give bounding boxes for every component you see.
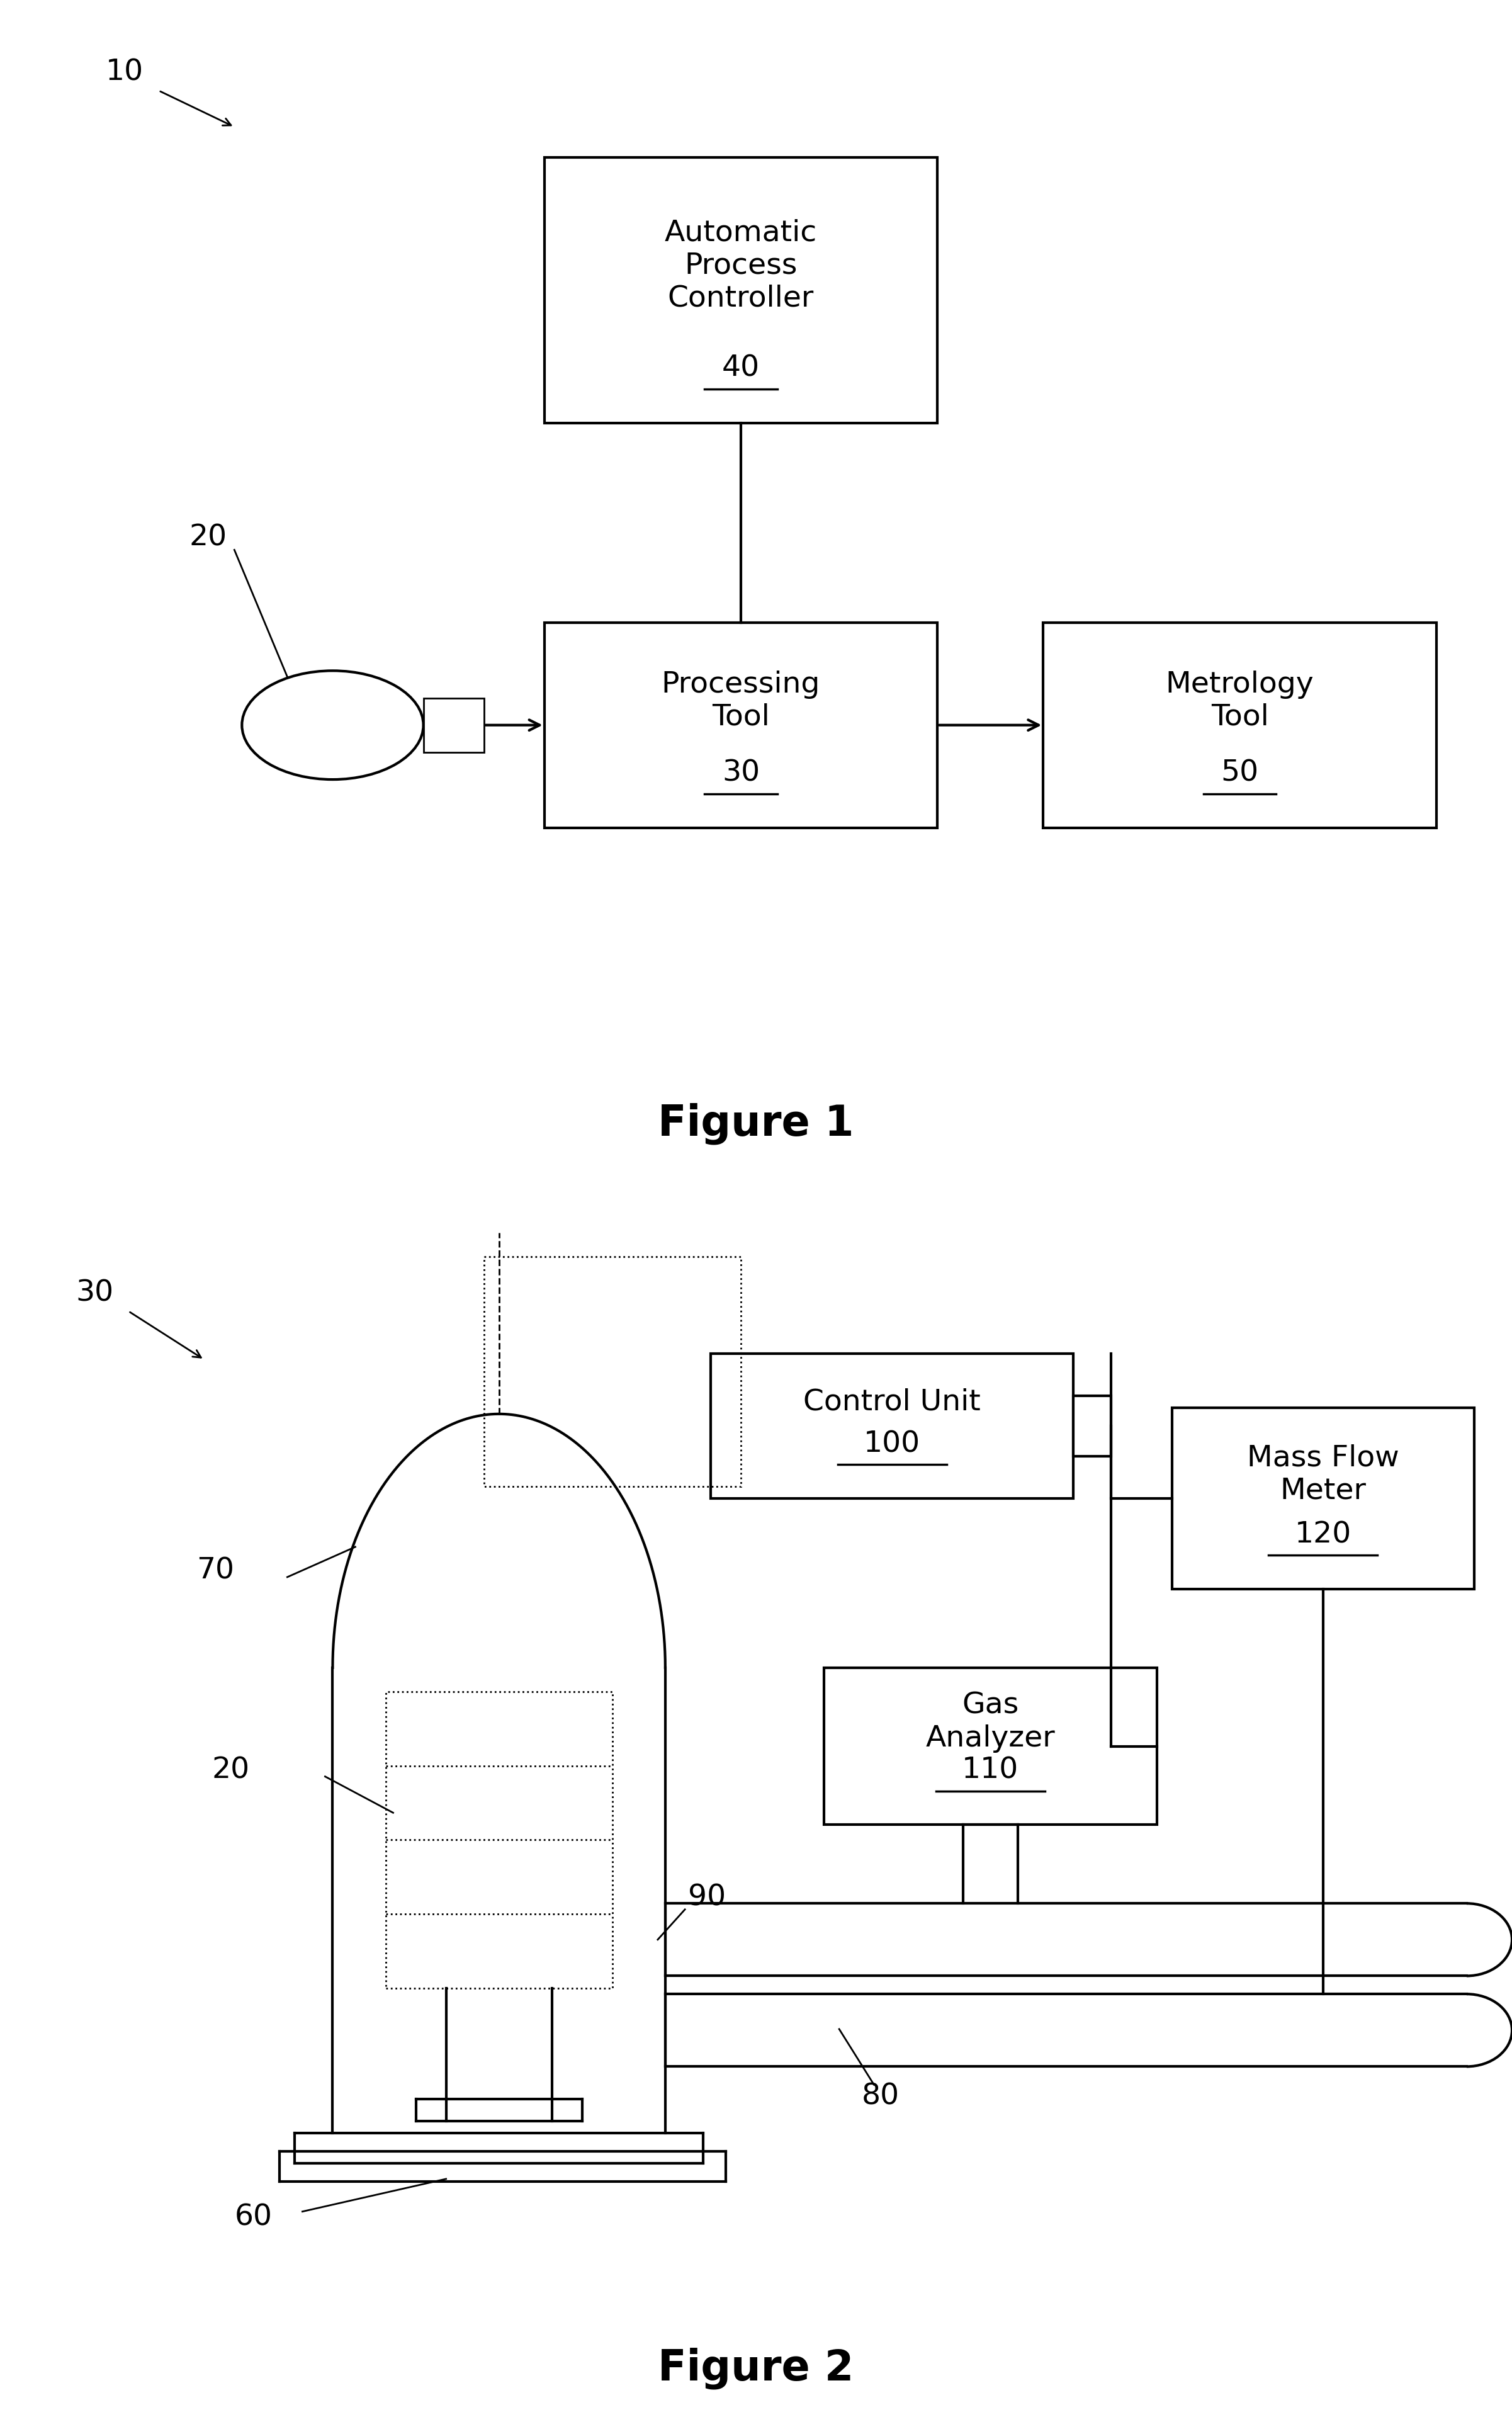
Text: 20: 20 — [212, 1757, 249, 1784]
Ellipse shape — [242, 670, 423, 778]
Text: 110: 110 — [962, 1757, 1019, 1784]
Bar — [1074, 1397, 1111, 1455]
Text: Gas
Analyzer: Gas Analyzer — [925, 1692, 1055, 1752]
Bar — [386, 1692, 612, 1987]
Text: 60: 60 — [234, 2204, 272, 2231]
Bar — [544, 621, 937, 827]
Text: Figure 1: Figure 1 — [658, 1102, 854, 1146]
Text: 50: 50 — [1220, 759, 1259, 788]
Text: Figure 2: Figure 2 — [658, 2347, 854, 2390]
Text: Processing
Tool: Processing Tool — [661, 670, 821, 732]
Text: 90: 90 — [688, 1883, 726, 1912]
Text: 20: 20 — [189, 524, 227, 551]
Text: 40: 40 — [721, 355, 761, 382]
Text: 120: 120 — [1294, 1520, 1352, 1549]
Text: 100: 100 — [863, 1431, 921, 1457]
Bar — [423, 699, 484, 752]
Bar — [1043, 621, 1436, 827]
Bar — [824, 1668, 1157, 1825]
Text: 10: 10 — [106, 58, 144, 87]
Bar — [1172, 1407, 1474, 1590]
Text: Automatic
Process
Controller: Automatic Process Controller — [665, 220, 816, 312]
Bar — [544, 157, 937, 423]
Text: 70: 70 — [197, 1557, 234, 1586]
Text: 30: 30 — [76, 1279, 113, 1308]
Text: Control Unit: Control Unit — [803, 1387, 981, 1416]
Text: 30: 30 — [721, 759, 761, 788]
Text: Mass Flow
Meter: Mass Flow Meter — [1247, 1443, 1399, 1506]
Text: Metrology
Tool: Metrology Tool — [1166, 670, 1314, 732]
Bar — [484, 1257, 741, 1486]
Bar — [711, 1354, 1074, 1499]
Text: 80: 80 — [862, 2083, 900, 2110]
